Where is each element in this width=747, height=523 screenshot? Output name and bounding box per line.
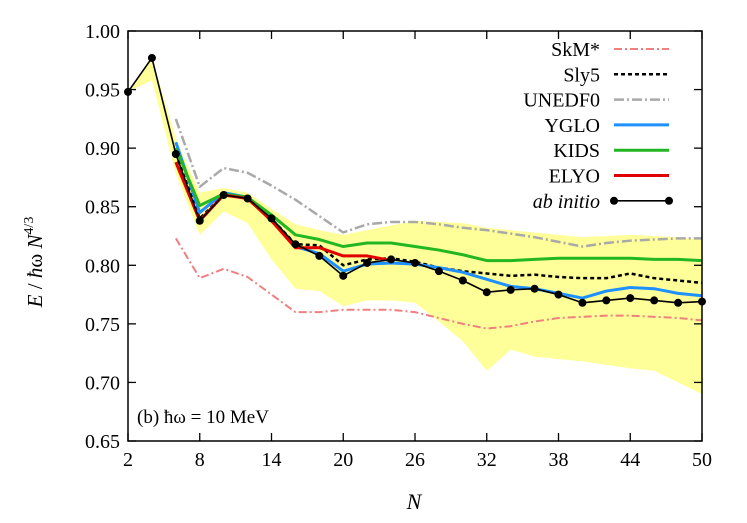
data-point: [147, 53, 156, 62]
x-tick-label: 8: [195, 449, 205, 471]
data-point: [434, 267, 443, 276]
series-line-skm: [174, 237, 703, 330]
band-polygon: [128, 57, 702, 395]
data-point: [530, 284, 539, 293]
data-point: [243, 194, 252, 203]
series-layer: [124, 53, 706, 330]
x-tick-label: 50: [692, 449, 712, 471]
series-line-unedf0: [174, 118, 702, 248]
y-tick-label: 0.95: [85, 80, 120, 102]
legend-marker: [665, 196, 673, 205]
data-point: [339, 271, 348, 280]
x-tick-label: 20: [333, 449, 353, 471]
series-unedf0: [174, 118, 702, 248]
data-point: [482, 288, 491, 297]
data-point: [674, 298, 683, 307]
panel-annotation: (b) ħω = 10 MeV: [137, 407, 269, 428]
legend-label-unedf0: UNEDF0: [523, 90, 600, 112]
data-point: [387, 255, 396, 264]
data-point: [458, 276, 467, 285]
data-point: [411, 258, 419, 267]
data-point: [171, 150, 180, 158]
legend-label-sly5: Sly5: [563, 64, 600, 86]
y-tick-label: 0.65: [85, 431, 120, 453]
data-point: [650, 296, 659, 305]
y-tick-label: 0.75: [85, 314, 120, 336]
legend-label-elyo: ELYO: [549, 166, 600, 188]
data-point: [578, 298, 587, 307]
data-point: [602, 296, 611, 305]
x-tick-label: 2: [123, 449, 133, 471]
series-skm: [174, 237, 703, 330]
x-tick-label: 26: [405, 449, 425, 471]
y-tick-label: 0.90: [85, 138, 120, 160]
x-tick-label: 44: [620, 449, 640, 471]
series-line-kids: [174, 147, 703, 263]
x-axis-label: N: [406, 489, 423, 514]
data-point: [363, 258, 372, 267]
data-point: [554, 290, 563, 299]
series-ab-initio: [124, 53, 706, 307]
legend: SkM* Sly5 UNEDF0 YGLO KIDS ELYO ab initio: [523, 39, 673, 213]
data-point: [291, 240, 300, 249]
x-tick-label: 38: [549, 449, 569, 471]
data-point: [315, 251, 324, 260]
y-axis-label: E / ħω N4/3: [22, 217, 47, 309]
data-point: [506, 285, 515, 294]
legend-label-kids: KIDS: [553, 140, 600, 162]
legend-marker: [610, 196, 618, 205]
legend-label-skm: SkM*: [551, 39, 600, 61]
y-tick-label: 0.70: [85, 372, 120, 394]
y-tick-label: 1.00: [85, 21, 120, 43]
y-tick-label: 0.85: [85, 197, 120, 219]
uncertainty-band: [128, 57, 702, 395]
x-tick-label: 14: [262, 449, 282, 471]
data-point: [626, 294, 635, 303]
data-point: [267, 214, 276, 223]
data-point: [195, 216, 204, 225]
legend-label-ab-initio: ab initio: [533, 191, 600, 213]
y-tick-label: 0.80: [85, 255, 120, 277]
series-kids: [174, 147, 703, 263]
x-tick-label: 32: [477, 449, 497, 471]
legend-label-yglo: YGLO: [544, 115, 600, 137]
data-point: [219, 191, 228, 199]
axes: 2 8 14 20 26 32 38 44 50 0.65 0.70 0.75 0.80 0.85 0.90…: [85, 21, 712, 471]
